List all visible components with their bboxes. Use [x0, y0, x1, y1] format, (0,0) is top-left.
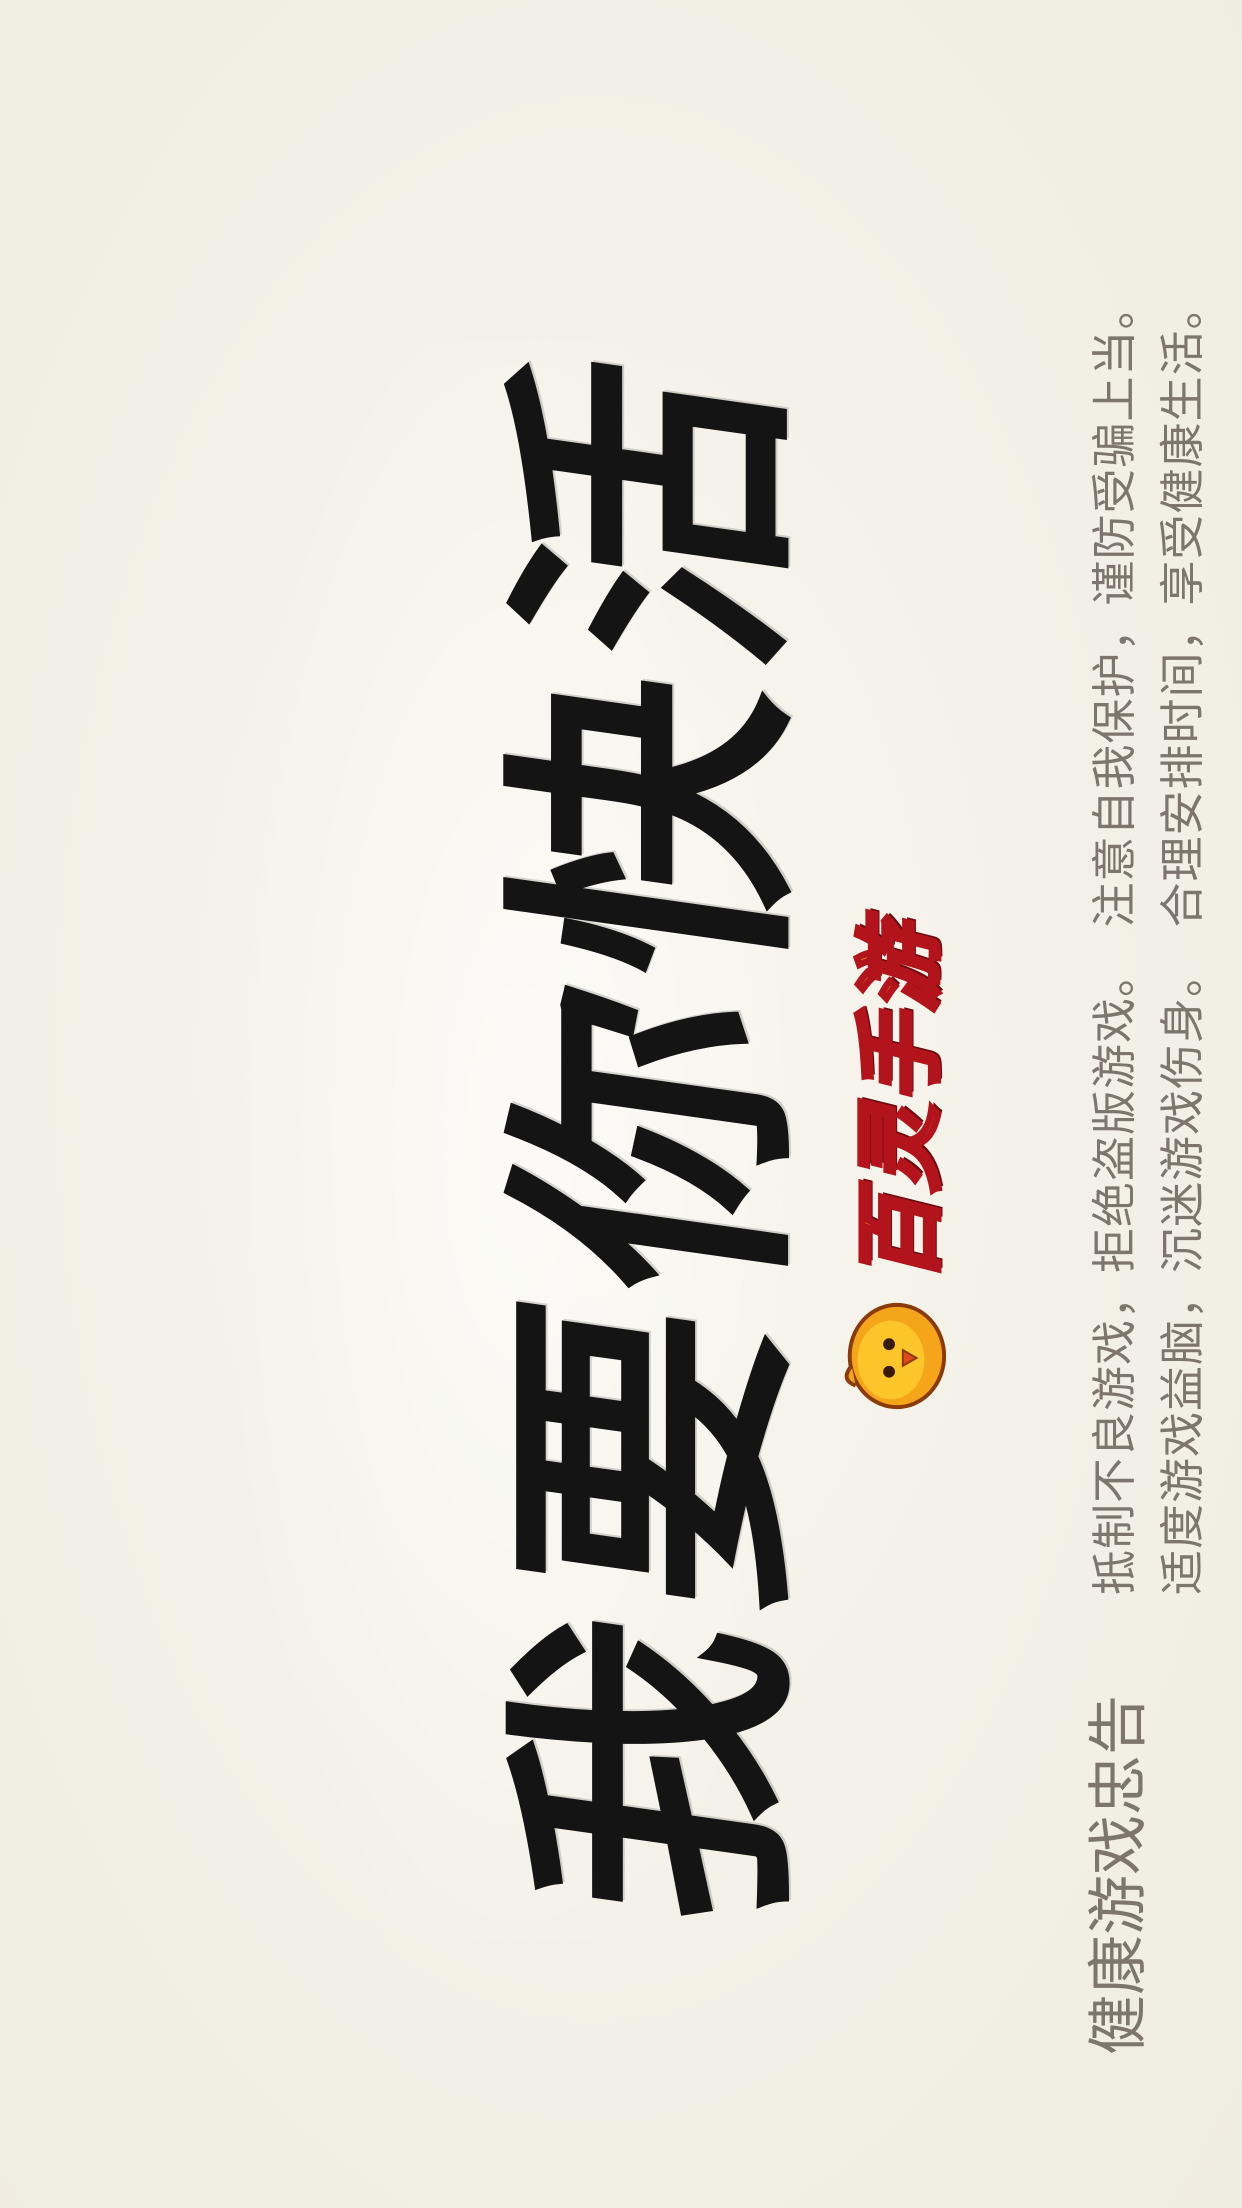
advisory-title: 健康游戏忠告 [1084, 1695, 1154, 2055]
calligraphy-slogan: 我要你快活 [450, 324, 831, 1944]
calligraphy-text: 我要你快活 [478, 323, 831, 1944]
chick-mascot-icon [844, 1302, 947, 1410]
advisory-line: 抵制不良游戏，拒绝盗版游戏。 注意自我保护，谨防受骗上当。 [1088, 283, 1141, 1595]
logo-wordmark: 百灵手游 [847, 921, 954, 1285]
calligraphy-background [240, 340, 800, 1940]
health-advisory: 健康游戏忠告 抵制不良游戏，拒绝盗版游戏。 注意自我保护，谨防受骗上当。 适度游… [1050, 155, 1240, 2055]
advisory-line: 适度游戏益脑，沉迷游戏伤身。 合理安排时间，享受健康生活。 [1156, 283, 1209, 1595]
brand-logo: 百灵手游 [828, 895, 958, 1415]
